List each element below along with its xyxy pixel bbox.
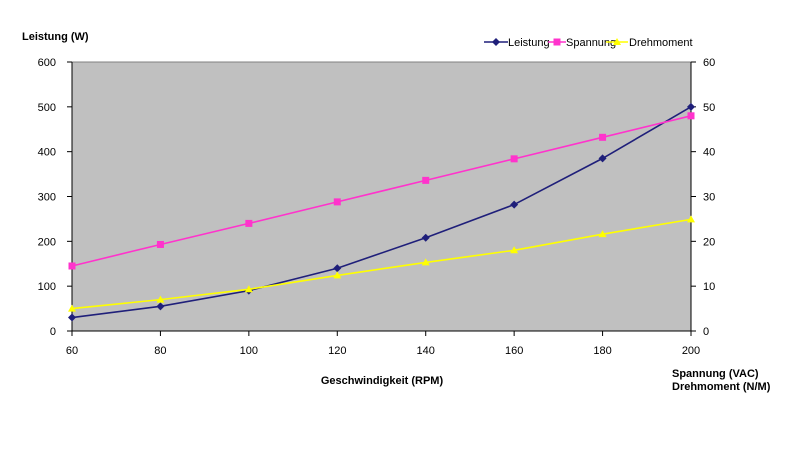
y-right-tick-label: 10 bbox=[703, 281, 715, 293]
series-line-leistung bbox=[71, 106, 692, 319]
data-point-leistung bbox=[421, 233, 430, 242]
x-tick-label: 60 bbox=[66, 345, 78, 357]
y-right-tick-label: 0 bbox=[703, 326, 709, 338]
y-left-tick-label: 300 bbox=[38, 192, 56, 204]
legend-label-leistung: Leistung bbox=[508, 37, 550, 49]
data-point-leistung bbox=[687, 102, 695, 111]
y-left-tick-label: 500 bbox=[38, 102, 56, 114]
legend-marker-spannung bbox=[553, 38, 561, 46]
data-point-spannung bbox=[156, 240, 164, 248]
data-point-leistung bbox=[510, 200, 519, 209]
data-point-drehmoment bbox=[244, 285, 253, 293]
legend: Leistung Spannung Drehmoment bbox=[484, 37, 693, 49]
plot-area bbox=[71, 61, 692, 332]
data-point-drehmoment bbox=[598, 230, 607, 238]
data-point-spannung bbox=[599, 133, 607, 141]
x-axis-label: Geschwindigkeit (RPM) bbox=[321, 375, 444, 387]
data-point-spannung bbox=[333, 198, 341, 206]
data-point-leistung bbox=[598, 154, 607, 163]
y-left-tick-label: 200 bbox=[38, 236, 56, 248]
legend-marker-leistung bbox=[492, 38, 500, 46]
y-left-tick-label: 100 bbox=[38, 281, 56, 293]
x-tick-label: 120 bbox=[328, 345, 346, 357]
series-line-spannung bbox=[71, 115, 692, 267]
data-point-drehmoment bbox=[156, 295, 165, 303]
y-left-tick-label: 400 bbox=[38, 147, 56, 159]
y-right-tick-label: 30 bbox=[703, 192, 715, 204]
y-left-tick-label: 600 bbox=[38, 57, 56, 69]
y-left-tick-label: 0 bbox=[50, 326, 56, 338]
x-tick-label: 100 bbox=[240, 345, 258, 357]
y-axis-right-label-1: Spannung (VAC) bbox=[672, 368, 759, 380]
data-point-leistung bbox=[156, 302, 165, 311]
data-point-drehmoment bbox=[510, 246, 519, 254]
ticks-layer: 60 80 100 120 140 160 180 200010020030040050060… bbox=[38, 57, 716, 357]
x-tick-label: 140 bbox=[417, 345, 435, 357]
x-tick-label: 200 bbox=[682, 345, 700, 357]
data-point-spannung bbox=[422, 176, 430, 184]
legend-label-spannung: Spannung bbox=[566, 37, 616, 49]
x-tick-label: 160 bbox=[505, 345, 523, 357]
y-axis-left-label: Leistung (W) bbox=[22, 31, 89, 43]
data-point-drehmoment bbox=[333, 271, 342, 279]
data-point-spannung bbox=[510, 155, 518, 163]
data-point-leistung bbox=[68, 313, 76, 322]
series-layer bbox=[68, 102, 695, 322]
data-point-drehmoment bbox=[421, 258, 430, 266]
y-right-tick-label: 60 bbox=[703, 57, 715, 69]
x-tick-label: 80 bbox=[154, 345, 166, 357]
series-line-drehmoment bbox=[71, 218, 692, 310]
data-point-spannung bbox=[68, 262, 76, 270]
data-point-spannung bbox=[687, 112, 695, 120]
data-point-drehmoment bbox=[68, 304, 76, 312]
data-point-drehmoment bbox=[687, 215, 695, 223]
y-axis-right-label-2: Drehmoment (N/M) bbox=[672, 381, 771, 393]
x-tick-label: 180 bbox=[593, 345, 611, 357]
data-point-leistung bbox=[333, 264, 342, 273]
y-right-tick-label: 20 bbox=[703, 236, 715, 248]
legend-marker-drehmoment bbox=[613, 38, 621, 45]
legend-label-drehmoment: Drehmoment bbox=[629, 37, 693, 49]
y-right-tick-label: 50 bbox=[703, 102, 715, 114]
data-point-spannung bbox=[245, 219, 253, 227]
y-right-tick-label: 40 bbox=[703, 147, 715, 159]
